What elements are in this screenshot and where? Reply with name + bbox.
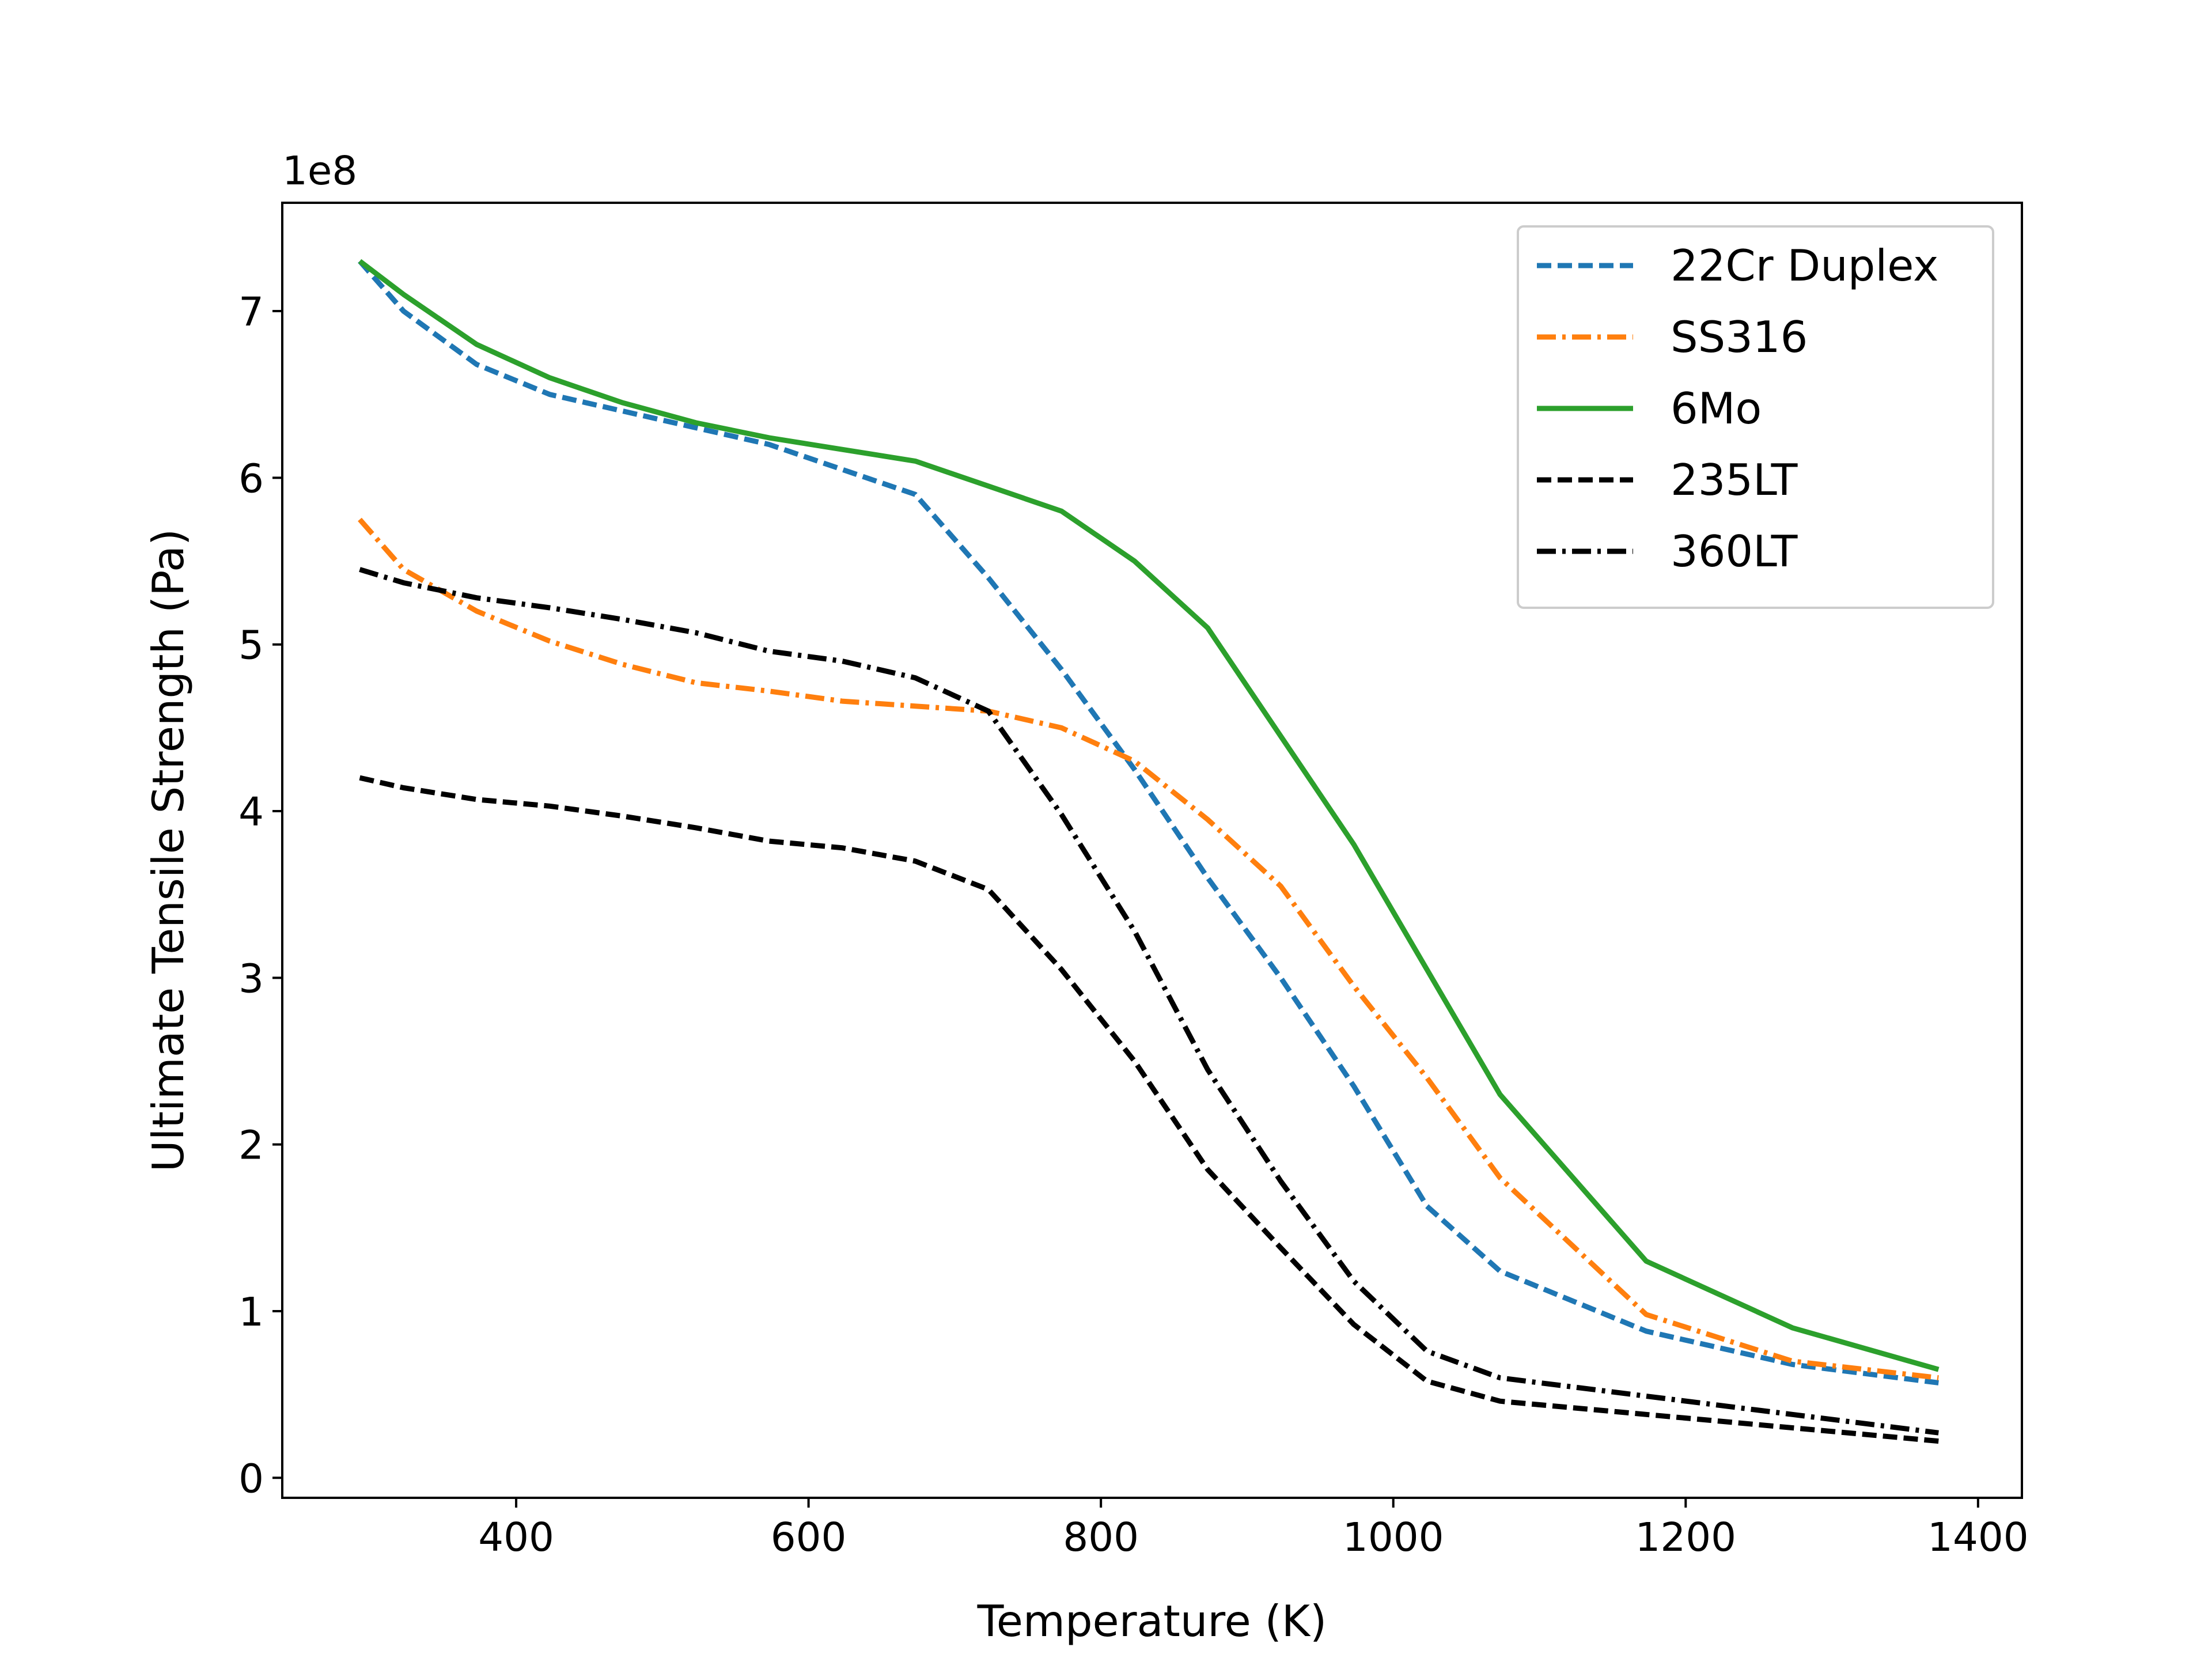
y-tick-label: 6 <box>238 456 264 502</box>
legend-label-22cr-duplex: 22Cr Duplex <box>1671 240 1938 291</box>
y-axis-label: Ultimate Tensile Strength (Pa) <box>143 529 194 1172</box>
legend-label-6mo: 6Mo <box>1671 383 1762 434</box>
x-tick-label: 400 <box>478 1515 554 1561</box>
x-axis-label: Temperature (K) <box>977 1596 1327 1646</box>
y-tick-label: 7 <box>238 289 264 335</box>
series-line-235lt <box>359 775 1939 1444</box>
y-tick-label: 1 <box>238 1289 264 1335</box>
x-tick-label: 1400 <box>1927 1515 2029 1561</box>
y-axis: 0 1 2 3 4 5 6 7 <box>238 289 282 1502</box>
legend-box <box>1517 225 1994 609</box>
x-tick-label: 1200 <box>1635 1515 1736 1561</box>
series-line-360lt <box>359 567 1939 1436</box>
y-tick-label: 2 <box>238 1123 264 1169</box>
series-line-6mo <box>358 259 1940 1372</box>
x-tick-label: 1000 <box>1343 1515 1444 1561</box>
legend-label-235lt: 235LT <box>1671 455 1798 505</box>
x-tick-label: 600 <box>771 1515 847 1561</box>
y-tick-label: 3 <box>238 956 264 1002</box>
y-tick-label: 0 <box>238 1456 264 1502</box>
y-offset-label: 1e8 <box>282 148 357 194</box>
series-line-ss316 <box>358 517 1939 1381</box>
y-tick-label: 4 <box>238 789 264 835</box>
y-tick-label: 5 <box>238 623 264 669</box>
x-tick-label: 800 <box>1063 1515 1139 1561</box>
series-layer <box>358 259 1940 1444</box>
x-axis: 400 600 800 1000 1200 1400 <box>478 1498 2029 1561</box>
legend: 22Cr Duplex SS316 6Mo 235LT 360LT <box>1517 225 1994 609</box>
plot-area-frame <box>281 202 2023 1499</box>
legend-label-360lt: 360LT <box>1671 526 1798 577</box>
legend-label-ss316: SS316 <box>1671 312 1808 362</box>
